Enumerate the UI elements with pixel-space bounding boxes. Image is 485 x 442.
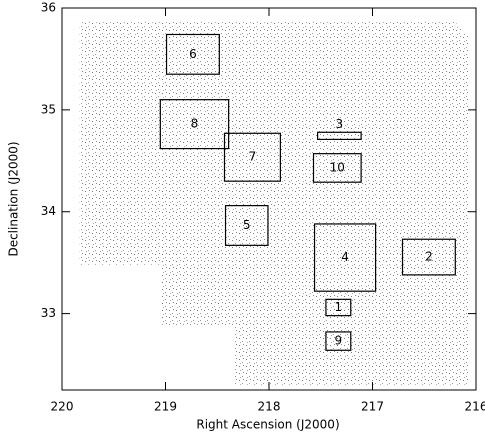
region-box bbox=[313, 223, 377, 292]
region-label: 9 bbox=[335, 334, 343, 348]
region-box bbox=[401, 238, 456, 276]
x-tick-label: 219 bbox=[154, 400, 177, 414]
x-tick-label: 216 bbox=[465, 400, 485, 414]
x-tick-label: 220 bbox=[51, 400, 74, 414]
region-label: 7 bbox=[249, 150, 257, 164]
region-label: 8 bbox=[191, 117, 199, 131]
y-axis-label: Declination (J2000) bbox=[7, 141, 21, 256]
y-tick-label: 33 bbox=[41, 306, 56, 320]
region-box bbox=[165, 33, 220, 75]
region-label: 1 bbox=[335, 300, 343, 314]
region-label: 10 bbox=[330, 160, 345, 174]
y-tick-label: 35 bbox=[41, 102, 56, 116]
x-axis-label: Right Ascension (J2000) bbox=[196, 418, 339, 432]
y-tick-label: 34 bbox=[41, 204, 56, 218]
region-box bbox=[317, 131, 362, 141]
x-tick-label: 217 bbox=[361, 400, 384, 414]
x-tick-label: 218 bbox=[258, 400, 281, 414]
region-box bbox=[159, 99, 230, 150]
region-box bbox=[223, 132, 281, 182]
y-tick-label: 36 bbox=[41, 1, 56, 15]
region-label: 5 bbox=[243, 218, 251, 232]
region-box bbox=[325, 298, 352, 317]
region-box bbox=[224, 205, 269, 246]
region-box bbox=[325, 331, 352, 351]
region-label: 2 bbox=[425, 250, 433, 264]
region-label: 3 bbox=[336, 117, 344, 131]
region-label: 4 bbox=[341, 250, 349, 264]
survey-footprint bbox=[79, 22, 470, 385]
region-label: 6 bbox=[189, 47, 197, 61]
region-box bbox=[312, 153, 362, 183]
